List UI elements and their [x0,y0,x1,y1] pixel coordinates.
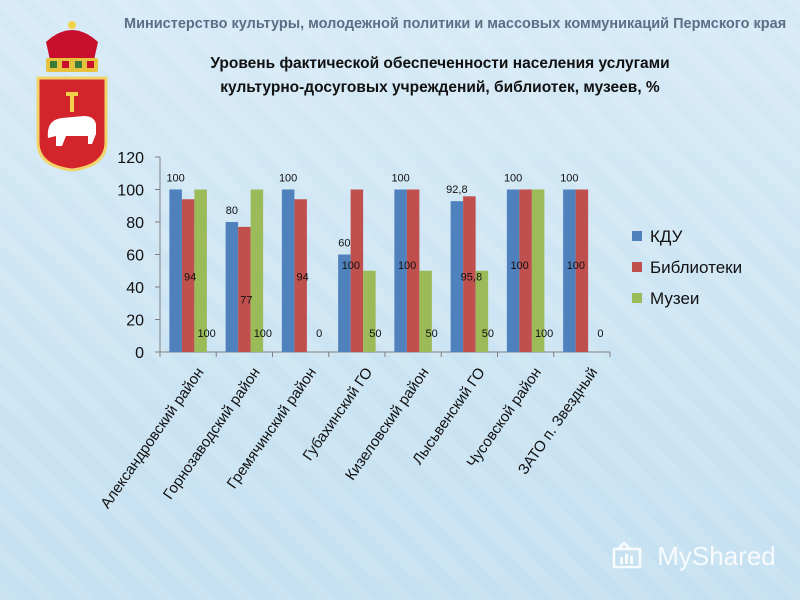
y-tick-label: 80 [126,215,144,232]
bar-museums [363,270,376,352]
data-label: 100 [197,328,215,340]
data-label: 50 [482,328,494,340]
bar-libraries [463,196,476,352]
watermark-text: MyShared [657,541,776,572]
data-label: 60 [338,238,350,250]
bar-libraries [406,189,420,352]
data-label: 94 [297,272,309,284]
legend-label: Музеи [650,289,699,308]
bar-kdu [450,201,464,352]
data-label: 100 [342,260,360,272]
legend-label: Библиотеки [650,258,742,277]
data-label: 95,8 [461,272,482,284]
y-tick-label: 20 [126,313,144,330]
data-label: 100 [398,260,416,272]
chart-title: Уровень фактической обеспеченности насел… [160,52,720,100]
x-tick-label: Александровский район [97,365,207,512]
legend-label: КДУ [650,227,683,246]
chart-title-line-1: Уровень фактической обеспеченности насел… [210,55,670,72]
bar-libraries [350,189,364,352]
coat-of-arms-icon [36,21,108,172]
bar-museums [419,270,432,352]
bar-kdu [225,222,239,352]
legend-swatch [632,231,642,241]
legend-swatch [632,293,642,303]
bar-libraries [181,199,195,352]
data-label: 92,8 [446,184,467,196]
data-label: 100 [391,173,409,185]
data-label: 50 [426,328,438,340]
crown-icon [46,21,98,72]
bar-kdu [563,189,576,352]
bar-museums [531,189,545,352]
legend-swatch [632,262,642,272]
y-tick-label: 40 [126,280,144,297]
data-label: 100 [567,260,585,272]
bar-libraries [238,226,251,352]
chart-title-line-2: культурно-досуговых учреждений, библиоте… [220,79,660,96]
bar-kdu [506,189,520,352]
x-tick-label: Горнозаводский район [160,365,264,503]
data-label: 100 [560,173,578,185]
myshared-logo-icon [612,541,642,569]
bar-museums [475,270,489,352]
data-label: 100 [504,173,522,185]
bar-kdu [394,189,407,352]
data-label: 100 [166,173,184,185]
bar-libraries [294,199,307,352]
bar-libraries [575,189,589,352]
data-label: 100 [254,328,272,340]
data-label: 100 [279,173,297,185]
bar-kdu [338,254,351,352]
y-tick-label: 120 [117,150,144,167]
data-label: 80 [226,205,238,217]
data-label: 94 [184,272,196,284]
bar-kdu [281,189,295,352]
data-label: 100 [510,260,528,272]
y-tick-label: 100 [117,183,144,200]
y-tick-label: 60 [126,248,144,265]
bar-museums [194,189,207,352]
bar-libraries [519,189,532,352]
data-label: 0 [597,328,603,340]
y-tick-label: 0 [135,345,144,362]
data-label: 77 [240,295,252,307]
watermark: MyShared [612,534,792,574]
bar-kdu [169,189,182,352]
data-label: 50 [369,328,381,340]
data-label: 0 [316,328,322,340]
ministry-header: Министерство культуры, молодежной полити… [124,16,787,32]
data-label: 100 [535,328,553,340]
bar-museums [250,189,264,352]
